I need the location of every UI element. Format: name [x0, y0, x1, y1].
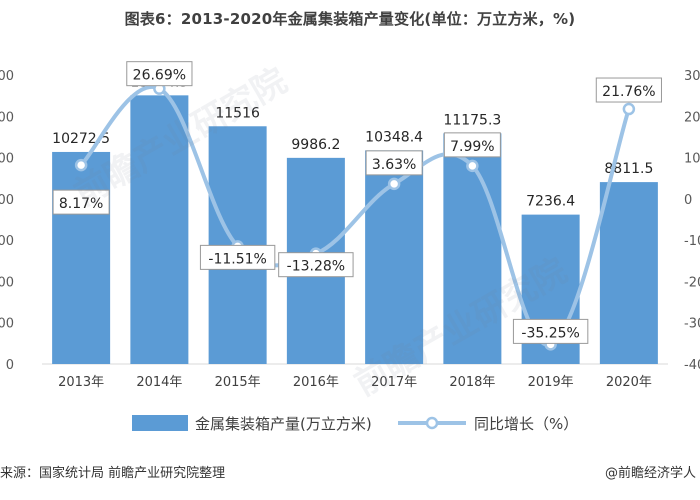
left-axis-tick-label: 10000	[0, 152, 14, 167]
bar-value-label: 11516	[215, 105, 260, 121]
legend-line-marker	[425, 416, 439, 430]
line-label-box	[199, 244, 276, 270]
line-label-box	[365, 150, 423, 176]
right-axis-tick-label: -10	[684, 234, 700, 249]
legend-bar-swatch	[132, 415, 188, 431]
line-point	[387, 177, 401, 191]
line-label-box	[126, 61, 193, 87]
right-axis-tick-label: 20	[684, 110, 700, 125]
bar-value-label: 8811.5	[604, 161, 653, 177]
right-axis-tick-label: 30	[684, 69, 700, 84]
x-tick-label: 2020年	[606, 375, 652, 390]
line-value-label: -13.28%	[278, 252, 354, 278]
x-tick-label: 2017年	[371, 375, 417, 390]
left-axis-tick-label: 0	[6, 358, 14, 373]
chart-title: 图表6：2013-2020年金属集装箱产量变化(单位：万立方米，%)	[124, 10, 576, 28]
left-axis-tick-label: 2000	[0, 317, 14, 332]
line-label-text: 7.99%	[450, 139, 494, 155]
line-label-text: 26.69%	[133, 68, 186, 84]
line-point	[74, 158, 88, 172]
line-value-label: 7.99%	[443, 132, 501, 158]
right-axis: -40 -30 -20 -10 0 10 20 30	[684, 69, 700, 373]
legend: 金属集装箱产量(万立方米) 同比增长（%）	[132, 415, 578, 433]
bar-value-label: 7236.4	[526, 194, 575, 210]
left-axis: 0 2000 4000 6000 8000 10000 12000 14000	[0, 69, 14, 373]
left-axis-tick-label: 6000	[0, 234, 14, 249]
bar	[130, 95, 189, 364]
line-value-label: -11.51%	[199, 244, 276, 270]
line-point	[466, 159, 479, 173]
line-label-box	[52, 189, 110, 215]
x-tick-label: 2019年	[528, 375, 574, 390]
credit-note: @前瞻经济学人	[604, 466, 696, 481]
line-label-box	[443, 132, 501, 158]
bar-value-label: 11175.3	[443, 112, 501, 128]
line-value-label: 3.63%	[365, 150, 423, 176]
line-label-text: 3.63%	[372, 157, 416, 173]
line-label-box	[278, 252, 354, 278]
line-value-labels: 8.17% 26.69% -11.51% -13.28% 3.63% 7.99% -35.2…	[52, 61, 662, 344]
left-axis-tick-label: 4000	[0, 275, 14, 290]
line-label-box	[512, 318, 589, 344]
legend-bar-label: 金属集装箱产量(万立方米)	[195, 415, 372, 433]
line-label-text: -35.25%	[521, 325, 579, 341]
bar-value-label: 10348.4	[365, 129, 423, 145]
right-axis-tick-label: 0	[684, 193, 692, 208]
left-axis-tick-label: 14000	[0, 69, 14, 84]
left-axis-tick-label: 12000	[0, 110, 14, 125]
right-axis-tick-label: -40	[684, 358, 700, 373]
right-axis-tick-label: -20	[684, 275, 700, 290]
line-label-text: 21.76%	[602, 84, 655, 100]
line-value-label: 26.69%	[126, 61, 193, 87]
x-tick-label: 2016年	[293, 375, 339, 390]
right-axis-tick-label: 10	[684, 152, 700, 167]
x-tick-label: 2014年	[136, 375, 182, 390]
bar-value-label: 9986.2	[291, 137, 340, 153]
bar	[52, 151, 111, 364]
x-tick-label: 2013年	[58, 375, 104, 390]
right-axis-tick-label: -30	[684, 317, 700, 332]
legend-line-label: 同比增长（%）	[474, 415, 578, 433]
line-point	[622, 102, 636, 116]
x-tick-label: 2018年	[449, 375, 495, 390]
line-label-text: 8.17%	[59, 196, 103, 212]
line-label-text: -11.51%	[208, 251, 266, 267]
x-tick-labels: 2013年 2014年 2015年 2016年 2017年 2018年 2019年 2020年	[58, 375, 652, 390]
x-tick-label: 2015年	[215, 375, 261, 390]
line-label-text: -13.28%	[287, 259, 345, 275]
line-value-label: -35.25%	[512, 318, 589, 344]
left-axis-tick-label: 8000	[0, 193, 14, 208]
line-value-label: 21.76%	[595, 77, 662, 103]
bar	[599, 182, 658, 364]
line-label-box	[595, 77, 662, 103]
line-value-label: 8.17%	[52, 189, 110, 215]
source-note: 来源：国家统计局 前瞻产业研究院整理	[0, 466, 226, 481]
